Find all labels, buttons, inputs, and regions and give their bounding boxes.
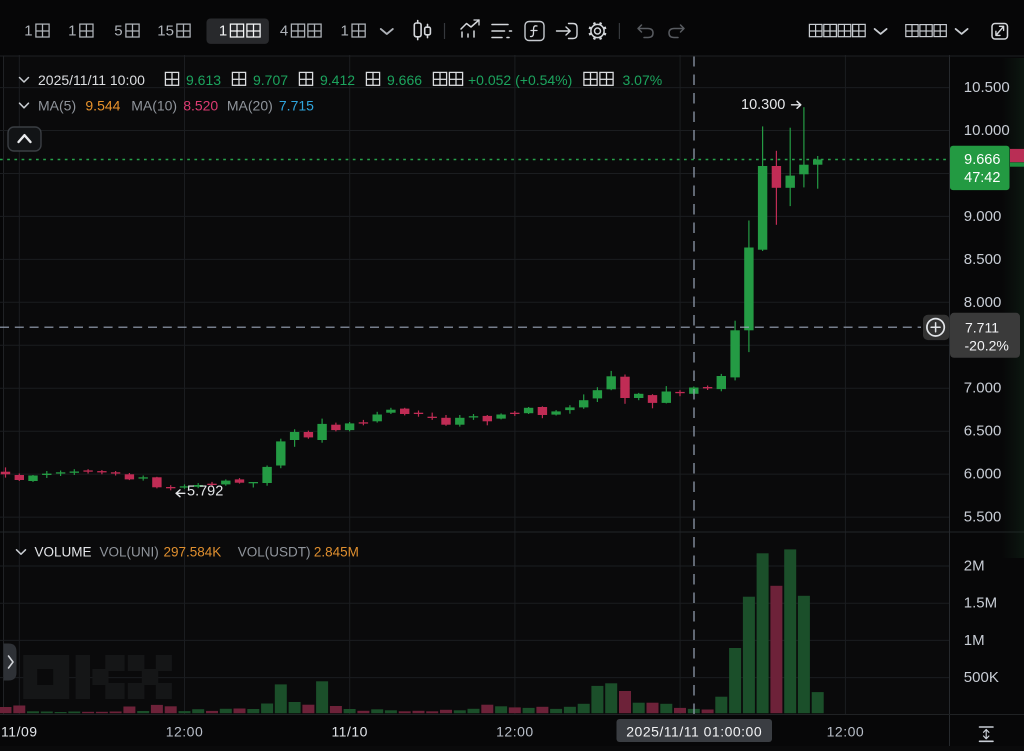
svg-text:47:42: 47:42 bbox=[964, 170, 1000, 186]
svg-text:1M: 1M bbox=[964, 632, 985, 649]
svg-text:10.300: 10.300 bbox=[741, 97, 785, 113]
svg-text:10.000: 10.000 bbox=[964, 122, 1010, 139]
svg-text:MA(5): MA(5) bbox=[38, 98, 76, 114]
svg-text:2025/11/11 01:00:00: 2025/11/11 01:00:00 bbox=[626, 723, 762, 739]
svg-text:1: 1 bbox=[24, 23, 32, 40]
svg-text:11/09: 11/09 bbox=[1, 724, 38, 740]
svg-text:1: 1 bbox=[219, 23, 227, 40]
svg-text:6.000: 6.000 bbox=[964, 466, 1002, 483]
svg-text:3.07%: 3.07% bbox=[623, 72, 663, 88]
svg-text:8.520: 8.520 bbox=[183, 98, 218, 114]
svg-text:15: 15 bbox=[157, 23, 174, 40]
svg-text:2.845M: 2.845M bbox=[314, 545, 359, 560]
svg-text:2025/11/11 10:00: 2025/11/11 10:00 bbox=[38, 72, 145, 88]
svg-text:9.412: 9.412 bbox=[320, 72, 355, 88]
svg-text:12:00: 12:00 bbox=[166, 724, 204, 740]
svg-text:9.707: 9.707 bbox=[253, 72, 288, 88]
svg-text:MA(10): MA(10) bbox=[131, 98, 177, 114]
svg-text:VOLUME: VOLUME bbox=[35, 545, 92, 560]
svg-text:9.000: 9.000 bbox=[964, 208, 1002, 225]
svg-text:9.666: 9.666 bbox=[387, 72, 422, 88]
svg-text:9.613: 9.613 bbox=[186, 72, 221, 88]
svg-text:VOL(UNI): VOL(UNI) bbox=[100, 545, 159, 560]
svg-text:5.500: 5.500 bbox=[964, 509, 1002, 526]
svg-text:11/10: 11/10 bbox=[331, 724, 368, 740]
svg-text:-20.2%: -20.2% bbox=[965, 338, 1009, 354]
svg-text:VOL(USDT): VOL(USDT) bbox=[238, 545, 311, 560]
svg-text:12:00: 12:00 bbox=[827, 724, 865, 740]
svg-text:8.500: 8.500 bbox=[964, 251, 1002, 268]
svg-text:5.792: 5.792 bbox=[187, 483, 223, 499]
svg-text:1: 1 bbox=[341, 23, 349, 40]
svg-text:9.666: 9.666 bbox=[964, 152, 1000, 168]
svg-text:1.5M: 1.5M bbox=[964, 595, 997, 612]
svg-text:7.000: 7.000 bbox=[964, 380, 1002, 397]
svg-text:+0.052 (+0.54%): +0.052 (+0.54%) bbox=[468, 72, 572, 88]
svg-text:5: 5 bbox=[114, 23, 122, 40]
svg-text:12:00: 12:00 bbox=[496, 724, 534, 740]
svg-text:7.711: 7.711 bbox=[965, 320, 999, 336]
svg-text:4: 4 bbox=[280, 23, 288, 40]
svg-text:9.544: 9.544 bbox=[85, 98, 120, 114]
svg-text:7.715: 7.715 bbox=[279, 98, 314, 114]
svg-text:1: 1 bbox=[68, 23, 76, 40]
svg-text:297.584K: 297.584K bbox=[164, 545, 222, 560]
svg-text:500K: 500K bbox=[964, 669, 999, 686]
svg-text:10.500: 10.500 bbox=[964, 79, 1010, 96]
svg-text:6.500: 6.500 bbox=[964, 423, 1002, 440]
svg-text:MA(20): MA(20) bbox=[227, 98, 273, 114]
svg-text:8.000: 8.000 bbox=[964, 294, 1002, 311]
svg-text:2M: 2M bbox=[964, 558, 985, 575]
